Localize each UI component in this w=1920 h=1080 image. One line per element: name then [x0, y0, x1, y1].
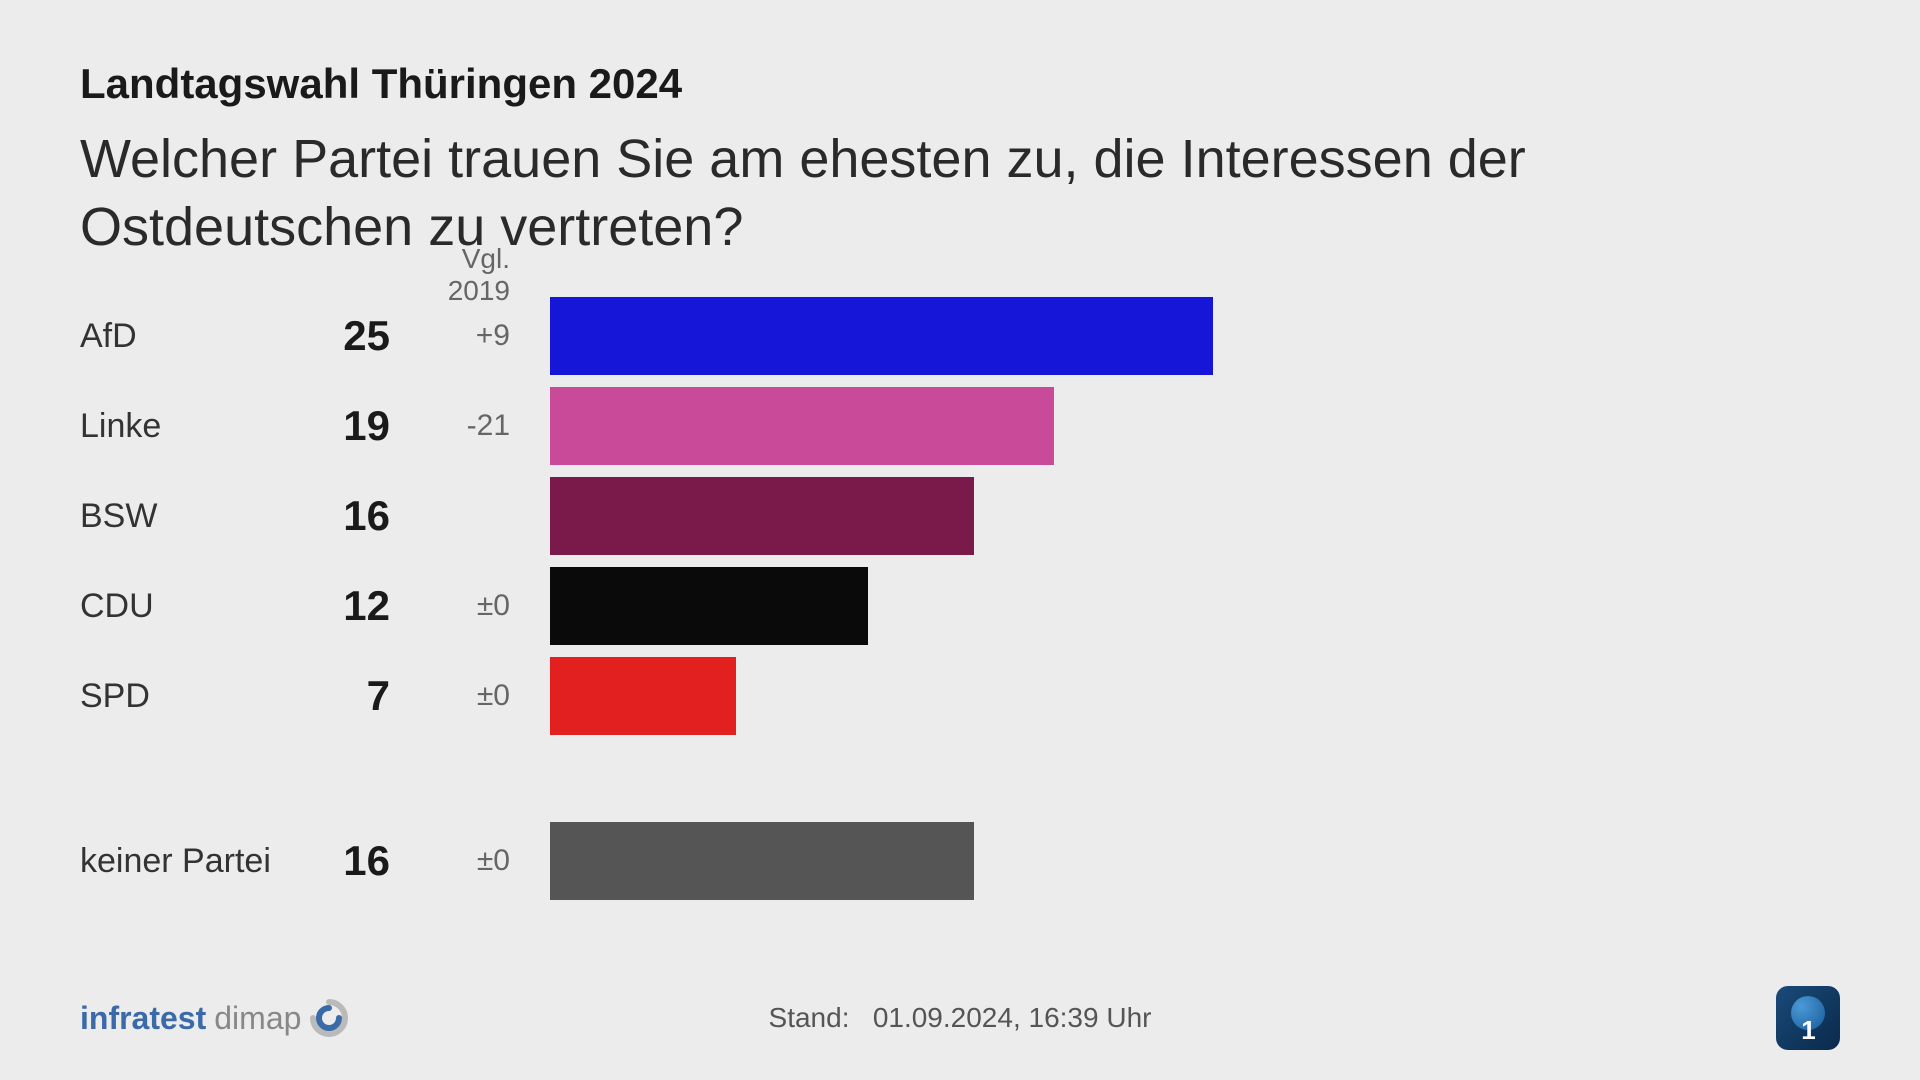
bar-row: BSW16: [80, 471, 1840, 561]
party-label: SPD: [80, 677, 290, 716]
bar-row: keiner Partei16±0: [80, 816, 1840, 906]
bar: [550, 477, 974, 555]
source-logo: infratest dimap: [80, 998, 349, 1038]
bar: [550, 567, 868, 645]
broadcast-logo-text: 1: [1776, 1015, 1840, 1046]
chart-footer: infratest dimap Stand: 01.09.2024, 16:39…: [80, 986, 1840, 1050]
bar-row: SPD7±0: [80, 651, 1840, 741]
timestamp-label: Stand:: [769, 1002, 850, 1033]
timestamp-value: 01.09.2024, 16:39 Uhr: [873, 1002, 1152, 1033]
bar-chart: AfD25+9Linke19-21BSW16CDU12±0SPD7±0keine…: [80, 291, 1840, 906]
bar-wrap: [550, 477, 1840, 555]
party-value: 25: [290, 312, 400, 360]
bar: [550, 657, 736, 735]
party-label: AfD: [80, 317, 290, 356]
party-value: 7: [290, 672, 400, 720]
party-label: Linke: [80, 407, 290, 446]
bar-wrap: [550, 567, 1840, 645]
bar: [550, 297, 1213, 375]
chart-canvas: Landtagswahl Thüringen 2024 Welcher Part…: [0, 0, 1920, 1080]
source-word-1: infratest: [80, 1000, 206, 1037]
party-diff: ±0: [400, 844, 510, 878]
party-diff: ±0: [400, 679, 510, 713]
bar-row: Linke19-21: [80, 381, 1840, 471]
party-diff: +9: [400, 319, 510, 353]
party-value: 16: [290, 837, 400, 885]
source-swirl-icon: [309, 998, 349, 1038]
bar-row: CDU12±0: [80, 561, 1840, 651]
chart-title: Welcher Partei trauen Sie am ehesten zu,…: [80, 126, 1680, 261]
timestamp: Stand: 01.09.2024, 16:39 Uhr: [769, 1002, 1152, 1034]
party-diff: ±0: [400, 589, 510, 623]
party-label: BSW: [80, 497, 290, 536]
bar: [550, 822, 974, 900]
party-diff: -21: [400, 409, 510, 443]
bar-wrap: [550, 822, 1840, 900]
bar: [550, 387, 1054, 465]
bar-wrap: [550, 387, 1840, 465]
bar-wrap: [550, 297, 1840, 375]
chart-pretitle: Landtagswahl Thüringen 2024: [80, 60, 1840, 108]
broadcast-logo-icon: 1: [1776, 986, 1840, 1050]
party-value: 12: [290, 582, 400, 630]
bar-wrap: [550, 657, 1840, 735]
party-label: CDU: [80, 587, 290, 626]
bar-row: AfD25+9: [80, 291, 1840, 381]
party-label: keiner Partei: [80, 842, 290, 881]
source-word-2: dimap: [214, 1000, 301, 1037]
party-value: 16: [290, 492, 400, 540]
party-value: 19: [290, 402, 400, 450]
